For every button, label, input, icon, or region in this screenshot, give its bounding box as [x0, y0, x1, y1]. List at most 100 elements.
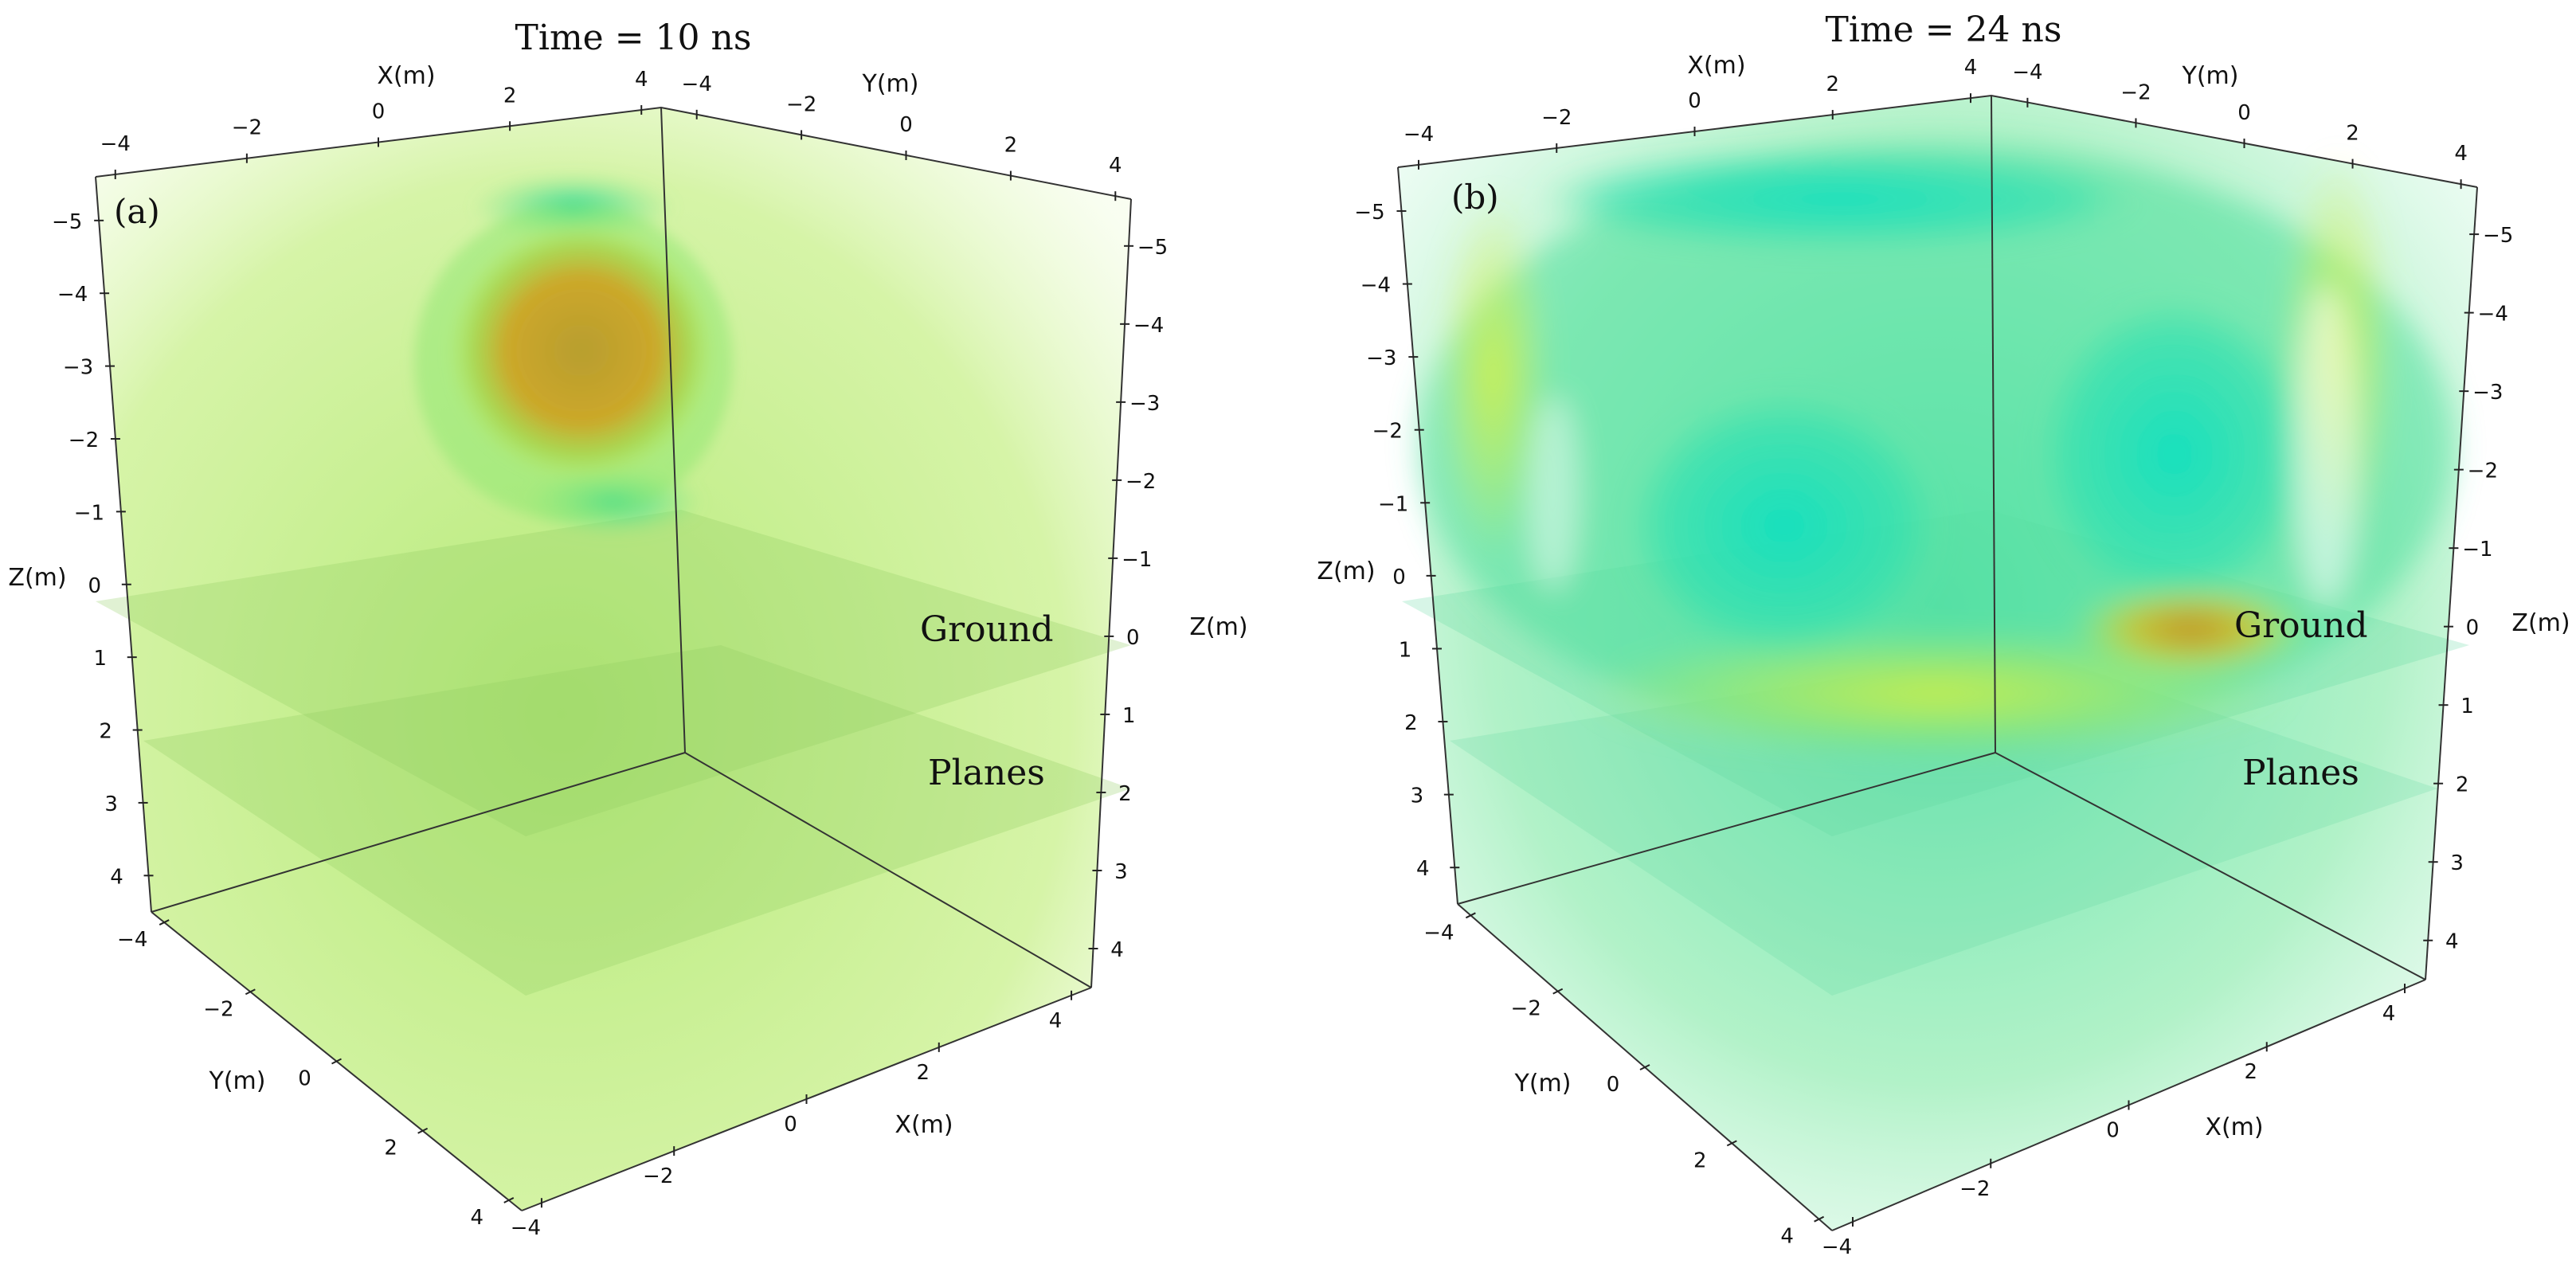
- panel-b-z-left-tick-label: −1: [1378, 492, 1408, 516]
- panel-a-y-top-tick-label: 4: [1109, 154, 1122, 178]
- panel-b-y-bottom-tick: [1552, 988, 1564, 995]
- panel-a-y-bottom-tick-label: 4: [471, 1206, 484, 1230]
- panel-a-ylabel-top: Y(m): [862, 70, 919, 98]
- panel-b-z-right-tick-label: 0: [2466, 616, 2480, 640]
- panel-b-zlabel-right: Z(m): [2511, 609, 2570, 637]
- panel-a-z-left-tick-label: −1: [74, 501, 104, 525]
- panel-a-z-right-tick-label: −5: [1137, 236, 1168, 260]
- panel-b-y-top-tick-label: −4: [2012, 61, 2042, 84]
- panel-a-x-top-tick-label: −4: [100, 132, 131, 156]
- panel-b-z-right-tick-label: −2: [2468, 460, 2498, 483]
- panel-b-y-bottom-tick-label: 0: [1607, 1073, 1620, 1097]
- panel-a-y-top-tick-label: −4: [682, 72, 712, 96]
- panel-b-z-left-tick-label: −4: [1360, 274, 1391, 298]
- panel-b-xlabel-bottom: X(m): [2205, 1113, 2263, 1141]
- panel-a-y-bottom-tick: [159, 919, 170, 925]
- panel-b-y-bottom-tick-label: 2: [1693, 1149, 1707, 1172]
- panel-a-ticks: −4 −2 0 2 4 −4 −2 0 2 4 −5 −4 −3 −2 −1 0 1 2 3 4 −5 −4 −3 −2 −1 0…: [52, 68, 1168, 1240]
- panel-b-y-top-tick-label: −2: [2120, 80, 2151, 104]
- panel-a-z-right-tick-label: −3: [1129, 392, 1160, 416]
- panel-a-z-left-tick-label: −5: [52, 210, 82, 234]
- panel-a-z-left-tick-label: −3: [63, 356, 93, 380]
- panel-a-zlabel-left: Z(m): [8, 564, 66, 592]
- panel-a-y-top-tick-label: 2: [1004, 134, 1018, 158]
- panel-a-annotation-ground: Ground: [920, 609, 1054, 650]
- panel-a-x-bottom-tick-label: 4: [1049, 1009, 1063, 1033]
- panel-a-y-bottom-tick: [417, 1127, 429, 1134]
- panel-b-y-bottom-tick: [1814, 1215, 1825, 1223]
- panel-b-y-bottom-tick: [1639, 1064, 1650, 1070]
- panel-b-ylabel-top: Y(m): [2182, 62, 2239, 90]
- panel-a-x-bottom-tick-label: −4: [511, 1216, 541, 1240]
- panel-b-xlabel-top: X(m): [1687, 52, 1745, 80]
- panel-b-x-top-tick-label: −4: [1403, 123, 1434, 147]
- panel-a-x-bottom-tick-label: −2: [643, 1164, 673, 1188]
- panel-b-y-bottom-tick-label: 4: [1780, 1225, 1794, 1249]
- panel-a-y-bottom-tick-label: 0: [298, 1067, 311, 1091]
- panel-a-ylabel-bottom: Y(m): [209, 1067, 266, 1095]
- panel-b-x-top-tick-label: 2: [1826, 72, 1839, 96]
- panel-b-z-right-tick-label: 3: [2450, 851, 2464, 875]
- panel-a-y-bottom-tick-label: −2: [203, 997, 233, 1021]
- panel-b-z-left-tick-label: 4: [1416, 857, 1430, 881]
- panel-b-annotation-planes: Planes: [2242, 753, 2359, 793]
- panel-b-z-left-tick-label: −2: [1372, 420, 1403, 444]
- panel-b-annotation-ground: Ground: [2234, 605, 2368, 646]
- panel-b-wavefield: [1418, 143, 2453, 757]
- panel-a-z-right-tick-label: −2: [1126, 470, 1156, 494]
- panel-a-y-bottom-tick: [331, 1058, 342, 1065]
- panel-a-y-bottom-tick: [245, 988, 256, 996]
- panel-a-x-top-tick-label: −2: [232, 116, 262, 140]
- panel-b-y-top-tick-label: 2: [2346, 122, 2359, 146]
- panel-b-z-left-tick-label: 0: [1392, 565, 1406, 589]
- panel-a-wave-blob: [414, 171, 733, 538]
- panel-a-z-right-tick-label: 0: [1126, 626, 1140, 650]
- panel-a-zlabel-right: Z(m): [1189, 613, 1247, 641]
- panel-a-z-right-tick-label: 2: [1118, 782, 1132, 806]
- panel-b-x-bottom-tick-label: 0: [2106, 1119, 2120, 1143]
- panel-a-z-right-tick-label: 4: [1110, 938, 1124, 962]
- panel-b-z-right-tick-label: 2: [2456, 773, 2469, 797]
- panel-a-xlabel-top: X(m): [377, 62, 435, 90]
- panel-a-z-left-tick-label: 3: [104, 792, 118, 816]
- panel-b-z-right-tick-label: 1: [2461, 695, 2474, 718]
- panel-a-x-top-tick-label: 4: [635, 68, 648, 92]
- panel-b-y-bottom-tick-label: −2: [1511, 997, 1541, 1021]
- panel-a-volume: [96, 108, 1131, 1211]
- panel-a-z-right-tick-label: 1: [1122, 704, 1136, 728]
- panel-b-title: Time = 24 ns: [1826, 10, 2062, 50]
- panel-a-xlabel-bottom: X(m): [895, 1111, 953, 1139]
- panel-b-x-bottom-tick-label: 4: [2382, 1002, 2396, 1026]
- panel-b-z-left-tick-label: 2: [1404, 711, 1418, 735]
- panel-a-letter: (a): [114, 192, 160, 231]
- panel-b-z-right-tick-label: −3: [2472, 381, 2503, 405]
- panel-a-ground-plane-0: [96, 510, 1131, 836]
- panel-b-ticks: −4 −2 0 2 4 −4 −2 0 2 4 −5 −4 −3 −2 −1 0 1 2 3 4 −5 −4 −3 −2 −1 0…: [1354, 56, 2513, 1259]
- panel-a-z-left-tick-label: 2: [99, 720, 112, 744]
- panel-b-y-top-tick-label: 0: [2237, 101, 2251, 125]
- panel-a-x-bottom-tick-label: 0: [784, 1113, 797, 1137]
- panel-b-x-top-tick-label: 0: [1688, 89, 1701, 113]
- panel-b-y-bottom-tick: [1465, 912, 1476, 919]
- panel-a-y-bottom-tick: [503, 1197, 515, 1203]
- panel-b-z-left-tick-label: 3: [1411, 785, 1424, 808]
- panel-b-x-bottom-tick-label: 2: [2244, 1060, 2257, 1084]
- panel-b-ylabel-bottom: Y(m): [1514, 1070, 1572, 1098]
- panel-b-y-top-tick-label: 4: [2454, 142, 2468, 166]
- panel-b-y-bottom-tick-label: −4: [1423, 921, 1454, 945]
- panel-b-x-bottom-tick-label: −4: [1822, 1235, 1852, 1259]
- panel-b-y-bottom-tick: [1726, 1140, 1737, 1147]
- panel-a-z-left-tick-label: −2: [69, 429, 99, 452]
- panel-a-z-left-tick-label: −4: [57, 283, 88, 307]
- panel-a-y-bottom-tick-label: −4: [117, 928, 147, 952]
- panel-b-z-right-tick-label: −5: [2483, 224, 2513, 248]
- panel-b-zlabel-left: Z(m): [1317, 558, 1375, 585]
- panel-b-letter: (b): [1451, 178, 1499, 217]
- panel-a-z-right-tick-label: −4: [1133, 314, 1164, 338]
- panel-a-z-left-tick-label: 1: [93, 647, 107, 671]
- panel-a-annotation-planes: Planes: [928, 753, 1045, 793]
- panel-b-z-left-tick-label: 1: [1399, 638, 1412, 662]
- panel-a-z-right-tick-label: 3: [1114, 860, 1128, 884]
- panel-a-ground-plane-2: [143, 645, 1131, 996]
